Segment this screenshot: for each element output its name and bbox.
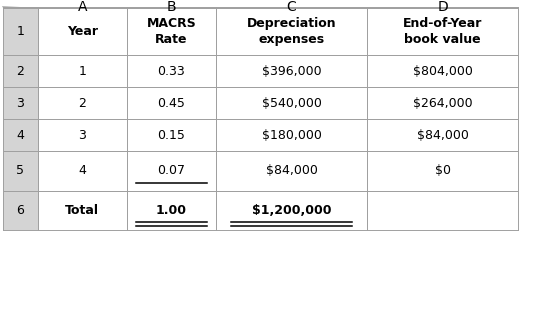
Text: $84,000: $84,000	[266, 164, 318, 177]
Text: $0: $0	[435, 164, 451, 177]
Text: $804,000: $804,000	[413, 65, 472, 78]
Bar	[127, 119, 216, 151]
Bar	[3, 191, 38, 230]
Bar	[367, 151, 518, 191]
Text: 0.45: 0.45	[158, 97, 185, 110]
Text: D: D	[437, 1, 448, 15]
Bar	[127, 87, 216, 119]
Bar	[216, 87, 367, 119]
Bar	[367, 191, 518, 230]
Bar	[38, 151, 127, 191]
Text: 0.33: 0.33	[158, 65, 185, 78]
Bar	[216, 7, 367, 8]
Bar	[367, 8, 518, 55]
Bar	[367, 87, 518, 119]
Text: 6: 6	[16, 204, 24, 217]
Text: 1.00: 1.00	[156, 204, 187, 217]
Text: $264,000: $264,000	[413, 97, 472, 110]
Bar	[127, 151, 216, 191]
Text: 4: 4	[16, 129, 24, 142]
Text: Total: Total	[65, 204, 99, 217]
Text: 1: 1	[78, 65, 86, 78]
Bar	[216, 191, 367, 230]
Text: C: C	[287, 1, 296, 15]
Bar	[3, 7, 38, 8]
Bar	[367, 119, 518, 151]
Bar	[38, 87, 127, 119]
Text: 4: 4	[78, 164, 86, 177]
Text: MACRS
Rate: MACRS Rate	[146, 17, 197, 46]
Bar	[3, 119, 38, 151]
Text: 3: 3	[78, 129, 86, 142]
Bar	[3, 151, 38, 191]
Text: End-of-Year
book value: End-of-Year book value	[403, 17, 482, 46]
Bar	[216, 8, 367, 55]
Bar	[367, 55, 518, 87]
Text: 2: 2	[16, 65, 24, 78]
Text: $396,000: $396,000	[262, 65, 321, 78]
Bar	[216, 119, 367, 151]
Text: $84,000: $84,000	[417, 129, 469, 142]
Bar	[3, 8, 38, 55]
Text: 1: 1	[16, 25, 24, 38]
Text: B: B	[167, 1, 176, 15]
Text: $540,000: $540,000	[262, 97, 321, 110]
Text: Year: Year	[67, 25, 98, 38]
Bar	[216, 55, 367, 87]
Text: $1,200,000: $1,200,000	[252, 204, 332, 217]
Text: 0.07: 0.07	[158, 164, 185, 177]
Bar	[3, 55, 38, 87]
Text: Depreciation
expenses: Depreciation expenses	[247, 17, 336, 46]
Bar	[367, 7, 518, 8]
Text: 0.15: 0.15	[158, 129, 185, 142]
Bar	[38, 191, 127, 230]
Bar	[216, 151, 367, 191]
Text: 5: 5	[16, 164, 24, 177]
Text: $180,000: $180,000	[262, 129, 321, 142]
Bar	[38, 8, 127, 55]
Bar	[38, 55, 127, 87]
Bar	[38, 7, 127, 8]
Bar	[127, 191, 216, 230]
Bar	[38, 119, 127, 151]
Text: A: A	[78, 1, 87, 15]
Bar	[127, 8, 216, 55]
Bar	[3, 87, 38, 119]
Text: 3: 3	[16, 97, 24, 110]
Bar	[127, 7, 216, 8]
Text: 2: 2	[78, 97, 86, 110]
Bar	[127, 55, 216, 87]
